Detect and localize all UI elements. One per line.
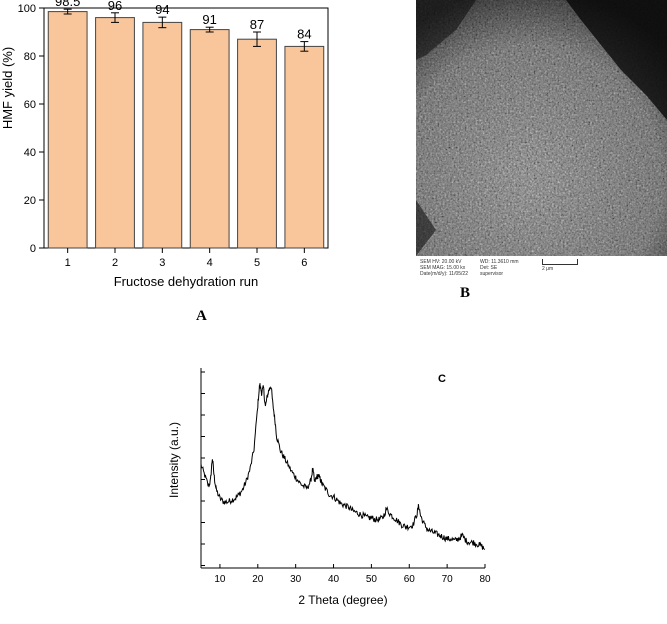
- data-label: 94: [155, 2, 169, 17]
- bar-chart: 0 20 40 60 80 100 98.5 1 96 2 94 3 91 4 87 5 84 6 Fructose…: [0, 0, 329, 289]
- sem-det: Det: SE: [480, 265, 498, 271]
- plot-frame: [43, 7, 329, 249]
- x-tick-label: 80: [479, 574, 491, 585]
- x-tick-label: 20: [252, 574, 264, 585]
- bar: [189, 29, 230, 249]
- sem-date: Date(m/d/y): 11/05/22: [420, 271, 468, 277]
- bar: [237, 38, 277, 249]
- data-label: 91: [202, 12, 216, 27]
- y-axis-title: Intensity (a.u.): [167, 422, 181, 498]
- panel-label-c: C: [438, 373, 446, 385]
- y-tick-label: 0: [30, 243, 36, 255]
- sem-image-panel: SEM HV: 20.00 kV SEM MAG: 15.00 kx Date(…: [416, 0, 667, 305]
- x-tick-label: 30: [290, 574, 302, 585]
- x-tick-label: 2: [112, 257, 118, 269]
- x-tick-label: 60: [404, 574, 416, 585]
- y-tick-label: 40: [24, 147, 36, 159]
- bar: [142, 21, 183, 249]
- data-label: 96: [108, 0, 122, 13]
- y-tick-label: 20: [24, 195, 36, 207]
- x-tick-label: 10: [214, 574, 226, 585]
- x-tick-label: 50: [366, 574, 378, 585]
- sem-mag: SEM MAG: 15.00 kx: [420, 265, 466, 271]
- panel-label-a: A: [196, 308, 207, 324]
- x-tick-label: 70: [442, 574, 454, 585]
- bar: [95, 17, 135, 249]
- sem-scale-label: 2 μm: [542, 266, 554, 272]
- panel-label-b: B: [460, 285, 471, 301]
- data-label: 98.5: [55, 0, 80, 9]
- bar: [47, 11, 88, 249]
- xrd-chart-panel: 10 20 30 40 50 60 70 80 2 Theta (degree) Intensit…: [160, 350, 500, 619]
- bar-chart-panel: 0 20 40 60 80 100 98.5 1 96 2 94 3 91 4 87 5 84 6 Fructose…: [0, 0, 340, 330]
- y-tick-label: 80: [24, 51, 36, 63]
- sem-operator: supervisor: [480, 271, 504, 277]
- x-tick-label: 6: [301, 257, 307, 269]
- sem-micrograph: [416, 0, 667, 256]
- y-tick-label: 100: [18, 3, 36, 15]
- sem-wd: WD: 11.3610 mm: [480, 259, 519, 265]
- x-tick-label: 1: [65, 257, 71, 269]
- x-tick-label: 3: [159, 257, 165, 269]
- x-axis-title: 2 Theta (degree): [298, 593, 387, 607]
- x-axis-title: Fructose dehydration run: [114, 274, 259, 289]
- xrd-series-line: [200, 383, 486, 550]
- y-axis-title: HMF yield (%): [0, 47, 15, 129]
- x-tick-label: 40: [328, 574, 340, 585]
- sem-info-bar: SEM HV: 20.00 kV SEM MAG: 15.00 kx Date(…: [418, 256, 667, 282]
- sem-scale-bar: [542, 259, 578, 265]
- x-tick-label: 5: [254, 257, 260, 269]
- x-tick-label: 4: [207, 257, 213, 269]
- sem-hv: SEM HV: 20.00 kV: [420, 259, 462, 265]
- y-tick-label: 60: [24, 99, 36, 111]
- data-label: 84: [297, 27, 311, 42]
- xrd-chart: 10 20 30 40 50 60 70 80 2 Theta (degree) Intensit…: [167, 368, 491, 607]
- data-label: 87: [250, 17, 264, 32]
- bar: [284, 45, 325, 249]
